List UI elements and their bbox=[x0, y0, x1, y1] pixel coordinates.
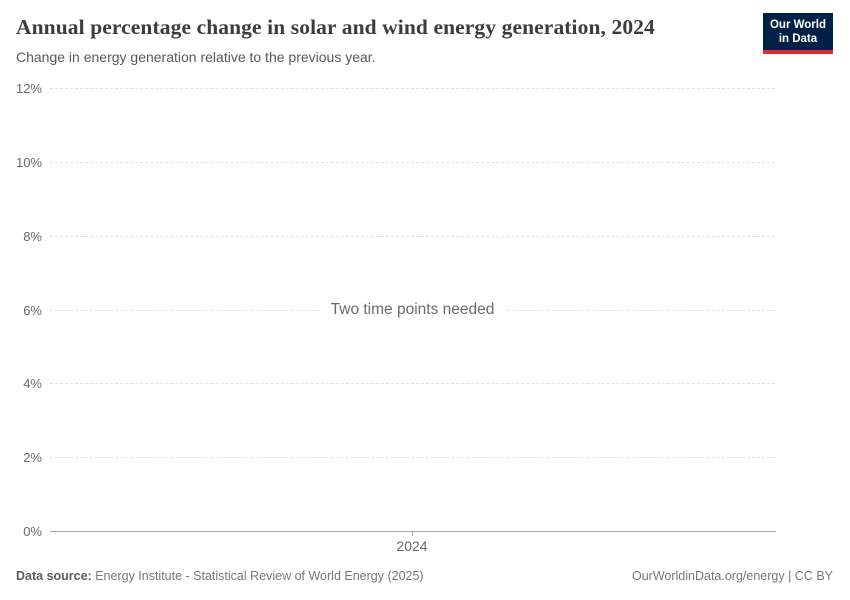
owid-logo: Our World in Data bbox=[762, 13, 833, 54]
x-axis-line bbox=[50, 531, 776, 532]
x-tick-label: 2024 bbox=[396, 538, 428, 554]
y-tick-label-0: 0% bbox=[23, 524, 42, 539]
gridline-2pct bbox=[50, 457, 775, 458]
chart-title: Annual percentage change in solar and wi… bbox=[16, 15, 655, 39]
gridline-8pct bbox=[50, 236, 775, 237]
empty-chart-message: Two time points needed bbox=[50, 301, 775, 319]
y-tick-label-6: 6% bbox=[23, 303, 42, 318]
y-tick-label-8: 8% bbox=[23, 229, 42, 244]
y-tick-label-4: 4% bbox=[23, 376, 42, 391]
y-tick-label-10: 10% bbox=[15, 155, 42, 170]
gridline-12pct bbox=[50, 88, 775, 89]
gridline-10pct bbox=[50, 162, 775, 163]
data-source-note: Data source: Energy Institute - Statisti… bbox=[16, 569, 424, 583]
chart-subtitle: Change in energy generation relative to … bbox=[16, 49, 376, 65]
y-tick-label-12: 12% bbox=[15, 81, 42, 96]
data-source-label: Data source: bbox=[16, 569, 92, 583]
y-tick-label-2: 2% bbox=[23, 450, 42, 465]
x-tick-mark bbox=[412, 531, 413, 536]
data-source-value: Energy Institute - Statistical Review of… bbox=[91, 569, 424, 583]
owid-logo-line1: Our World bbox=[769, 19, 826, 31]
owid-logo-line2: in Data bbox=[778, 33, 818, 46]
gridline-4pct bbox=[50, 383, 775, 384]
attribution-link[interactable]: OurWorldinData.org/energy | CC BY bbox=[631, 569, 833, 583]
